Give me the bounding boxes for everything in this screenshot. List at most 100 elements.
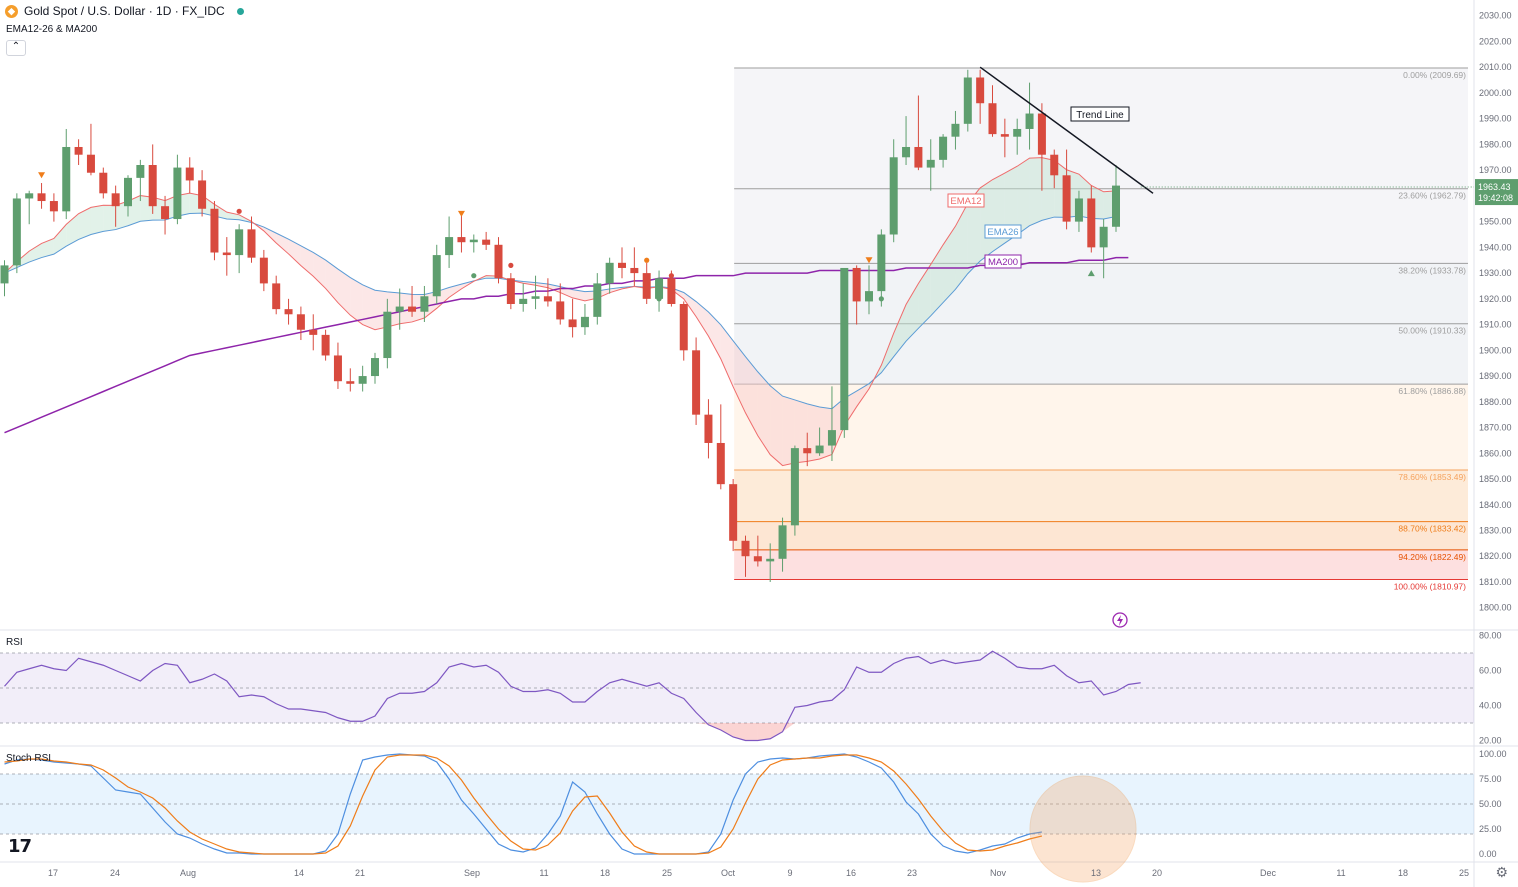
- candle: [914, 95, 923, 171]
- candle: [259, 249, 268, 292]
- ema-cloud: [103, 205, 116, 232]
- candle-body: [1013, 128, 1022, 137]
- time-axis-label: 25: [662, 868, 672, 878]
- rsi-band: [0, 653, 1474, 723]
- candle: [840, 267, 849, 438]
- rsi-line: [4, 650, 1141, 742]
- chevron-up-icon[interactable]: ⌃: [6, 40, 26, 56]
- candle-body: [963, 77, 972, 124]
- fib-level-label: 23.60% (1962.79): [1398, 191, 1466, 201]
- candle: [333, 342, 342, 389]
- signal-dot-icon: [644, 257, 650, 263]
- fib-level-label: 100.00% (1810.97): [1394, 581, 1466, 591]
- rsi-oversold-fill: [733, 723, 746, 741]
- candle-body: [12, 198, 21, 266]
- signal-dot-icon: [656, 296, 662, 302]
- candle: [148, 144, 157, 214]
- ema-cloud: [967, 187, 981, 274]
- candle-body: [432, 255, 441, 297]
- ema-cloud: [399, 292, 413, 324]
- candle-body: [827, 430, 836, 446]
- time-axis-label: 9: [787, 868, 792, 878]
- stoch-d-line: [4, 754, 1043, 855]
- price-axis-label: 1810.00: [1479, 577, 1512, 587]
- candle: [420, 285, 429, 323]
- candle-body: [148, 165, 157, 207]
- time-axis-label: 18: [600, 868, 610, 878]
- gear-icon[interactable]: ⚙: [1495, 864, 1508, 880]
- candle: [988, 85, 997, 137]
- time-axis-label: 20: [1152, 868, 1162, 878]
- ema-cloud: [893, 304, 907, 357]
- fib-zone: [734, 188, 1468, 264]
- stoch-axis-label: 75.00: [1479, 774, 1502, 784]
- candle-body: [494, 244, 503, 279]
- candle: [12, 193, 21, 274]
- candle-body: [1087, 198, 1096, 248]
- price-axis-label: 1900.00: [1479, 345, 1512, 355]
- stoch-axis-label: 100.00: [1479, 749, 1507, 759]
- candle: [37, 183, 46, 209]
- time-axis-label: 13: [1091, 868, 1101, 878]
- candle-body: [469, 239, 478, 243]
- ema26-label-box: [984, 224, 1022, 239]
- candle: [729, 479, 738, 552]
- candle: [1013, 118, 1022, 155]
- ema-cloud: [115, 201, 128, 230]
- indicator-legend[interactable]: EMA12-26 & MA200: [6, 24, 98, 35]
- candle-body: [605, 262, 614, 284]
- candle-body: [976, 77, 985, 104]
- candle-body: [1050, 154, 1059, 176]
- tradingview-logo[interactable]: 17: [8, 836, 32, 857]
- candle: [1025, 82, 1034, 150]
- candle-body: [296, 314, 305, 330]
- candle: [655, 270, 664, 312]
- candle-body: [1074, 198, 1083, 222]
- candle: [136, 159, 145, 202]
- candle-body: [309, 329, 318, 335]
- candle: [803, 432, 812, 467]
- candle-body: [235, 229, 244, 256]
- candle-body: [259, 257, 268, 284]
- price-axis-label: 1800.00: [1479, 603, 1512, 613]
- candle: [543, 278, 552, 307]
- candle-body: [136, 165, 145, 178]
- candle: [519, 283, 528, 312]
- candle: [222, 237, 231, 276]
- candle-body: [667, 278, 676, 304]
- lightning-icon: [1112, 612, 1128, 628]
- rsi-panel-label: RSI: [6, 637, 23, 648]
- candle: [1099, 219, 1108, 279]
- time-axis-label: 11: [539, 868, 548, 878]
- candle-body: [902, 146, 911, 158]
- candle: [568, 298, 577, 338]
- trend-line-label-box: [1070, 106, 1130, 122]
- candle-body: [865, 291, 873, 302]
- candle: [1074, 190, 1083, 232]
- candle-body: [284, 309, 293, 315]
- fib-level-label: 50.00% (1910.33): [1398, 326, 1466, 336]
- candle: [358, 365, 367, 392]
- ema-cloud: [449, 284, 462, 298]
- candle-body: [198, 180, 207, 209]
- candle: [62, 128, 71, 220]
- candle: [939, 134, 948, 168]
- chart-header: ◆ Gold Spot / U.S. Dollar · 1D · FX_IDC: [5, 4, 244, 18]
- signal-down-arrow-icon: [865, 257, 873, 264]
- candle-body: [358, 376, 367, 384]
- ema-cloud: [757, 371, 771, 455]
- time-axis-label: Sep: [464, 868, 480, 878]
- candle: [506, 273, 515, 310]
- candle: [679, 301, 688, 361]
- candle-body: [1112, 185, 1120, 227]
- candle: [902, 116, 911, 166]
- candle-body: [74, 146, 83, 155]
- rsi-axis-label: 40.00: [1479, 701, 1502, 711]
- symbol-title[interactable]: Gold Spot / U.S. Dollar · 1D · FX_IDC: [24, 4, 225, 18]
- ema-cloud: [350, 277, 363, 325]
- stoch-rsi-panel-label: Stoch RSI: [6, 753, 52, 764]
- ema-cloud: [708, 312, 721, 359]
- ema-cloud: [288, 239, 301, 266]
- candle-body: [111, 193, 120, 207]
